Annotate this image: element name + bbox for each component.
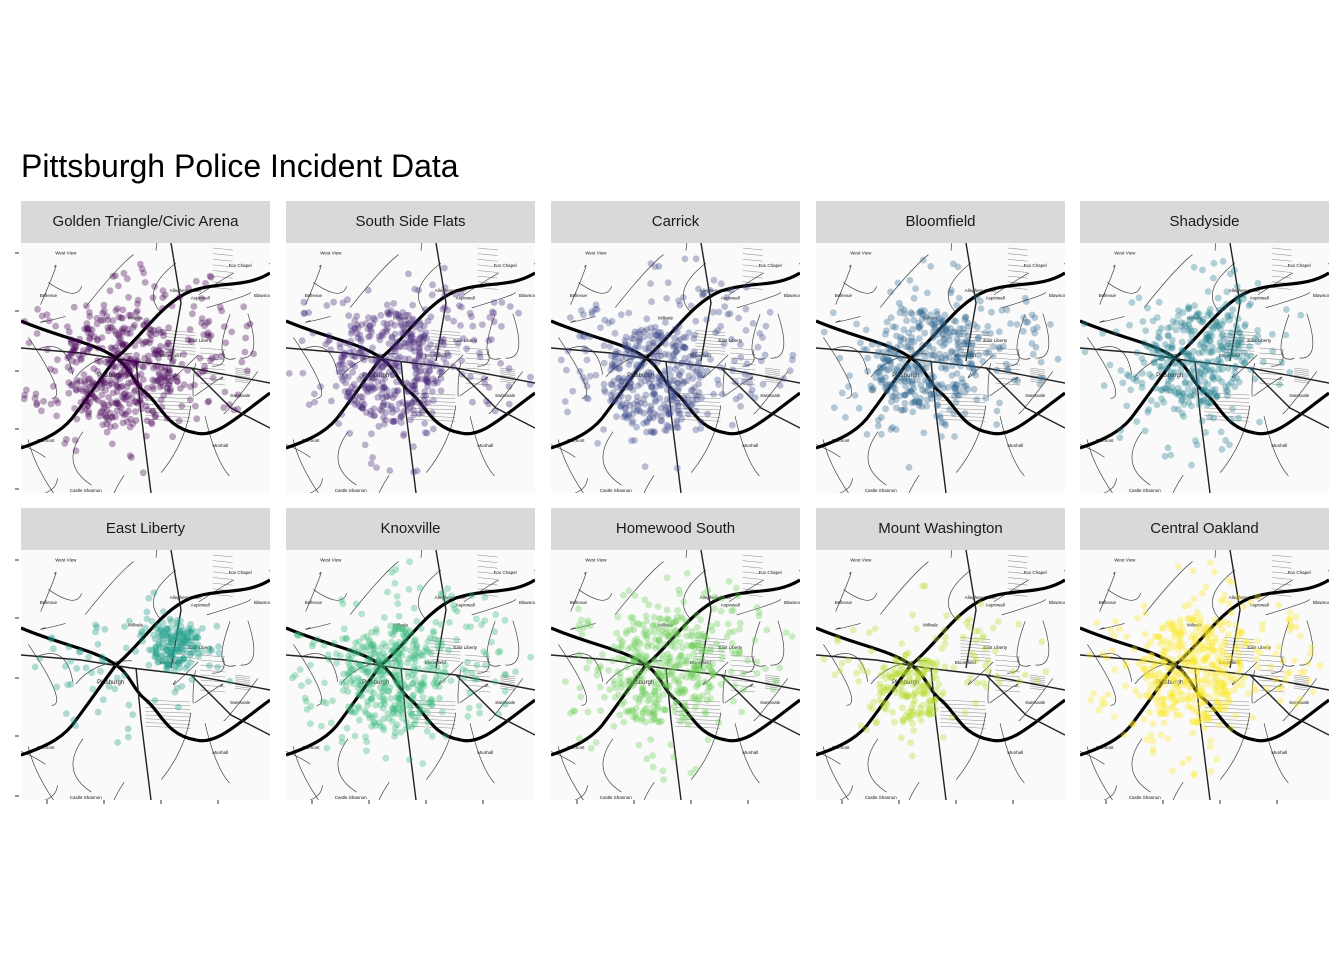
axis-ticks xyxy=(0,0,1344,960)
